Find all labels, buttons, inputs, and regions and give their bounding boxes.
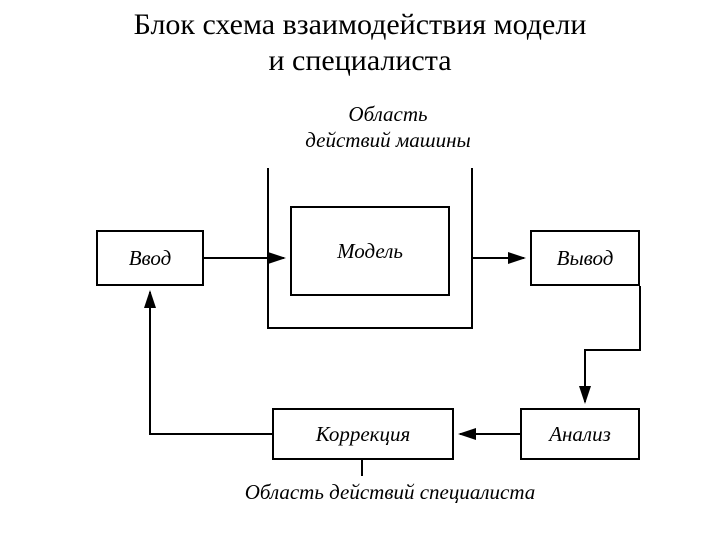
arrow-correction-to-input xyxy=(150,292,272,434)
node-input-label: Ввод xyxy=(129,246,172,271)
node-model: Модель xyxy=(290,206,450,296)
arrow-output-to-analysis xyxy=(585,286,640,402)
node-model-label: Модель xyxy=(337,239,403,264)
node-correction: Коррекция xyxy=(272,408,454,460)
node-correction-label: Коррекция xyxy=(316,422,411,447)
node-output: Вывод xyxy=(530,230,640,286)
node-analysis: Анализ xyxy=(520,408,640,460)
node-analysis-label: Анализ xyxy=(549,422,611,447)
node-input: Ввод xyxy=(96,230,204,286)
node-output-label: Вывод xyxy=(557,246,614,271)
